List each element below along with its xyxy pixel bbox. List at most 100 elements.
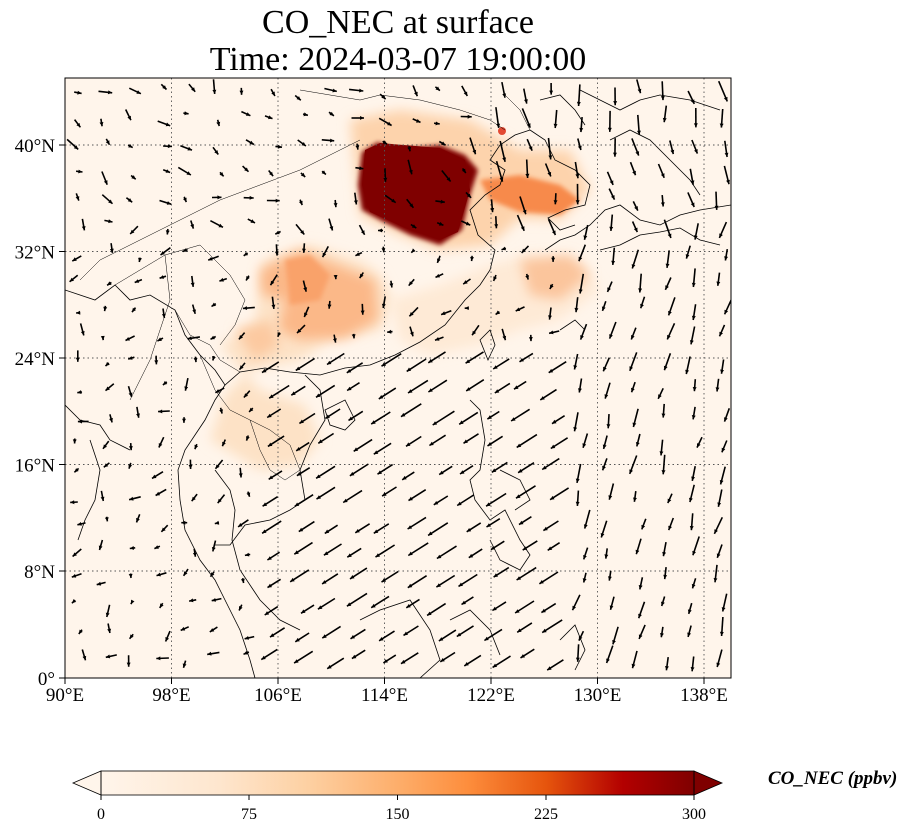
wind-arrow-head xyxy=(606,658,610,663)
wind-arrow-head xyxy=(466,193,472,198)
wind-arrow-head xyxy=(183,197,187,203)
wind-arrow-head xyxy=(381,248,386,253)
wind-arrow-head xyxy=(467,114,472,119)
wind-arrow-head xyxy=(155,491,161,496)
wind-arrow-head xyxy=(633,497,637,502)
wind-arrow-head xyxy=(375,553,380,558)
colorbar-tick-label: 75 xyxy=(241,806,257,823)
lon-tick-label: 90°E xyxy=(46,685,84,706)
wind-arrow-head xyxy=(348,416,353,421)
wind-arrow-head xyxy=(269,171,274,177)
wind-arrow-head xyxy=(638,288,643,293)
wind-arrow-head xyxy=(182,248,188,252)
wind-arrow-head xyxy=(316,393,321,398)
wind-arrow-head xyxy=(583,555,587,560)
wind-arrow-head xyxy=(361,230,365,235)
wind-arrow-head xyxy=(691,415,696,420)
wind-arrow-head xyxy=(408,551,413,556)
wind-arrow-head xyxy=(492,663,498,668)
wind-arrow-head xyxy=(576,101,581,106)
wind-arrow-head xyxy=(691,282,696,287)
wind-arrow-head xyxy=(136,90,141,94)
wind-arrow-head xyxy=(212,356,216,361)
wind-arrow-head xyxy=(713,578,718,583)
wind-arrow-head xyxy=(186,171,191,175)
wind-arrow-head xyxy=(277,332,282,337)
wind-arrow-head xyxy=(690,667,695,672)
wind-arrow-head xyxy=(382,140,387,145)
wind-arrow-head xyxy=(269,394,274,399)
wind-arrow-head xyxy=(325,414,330,419)
wind-arrow-head xyxy=(635,151,640,156)
wind-arrow-head xyxy=(244,636,249,640)
wind-arrow-head xyxy=(608,576,612,581)
wind-arrow-head xyxy=(77,522,82,526)
wind-arrow-head xyxy=(600,533,605,538)
wind-arrow-head xyxy=(360,310,365,315)
wind-arrow-head xyxy=(468,553,474,558)
wind-arrow-head xyxy=(436,554,442,559)
wind-arrow-head xyxy=(606,424,611,429)
lat-tick-label: 0° xyxy=(38,669,55,690)
wind-arrow-head xyxy=(573,427,578,432)
wind-arrow-head xyxy=(267,442,273,447)
wind-arrow-head xyxy=(381,362,386,367)
wind-arrow-head xyxy=(216,121,221,127)
wind-arrow-head xyxy=(190,224,194,229)
wind-arrow-head xyxy=(295,637,300,642)
wind-arrow-head xyxy=(403,631,408,636)
wind-arrow-head xyxy=(715,387,720,392)
wind-arrow-head xyxy=(78,169,83,174)
wind-arrow-head xyxy=(188,464,193,469)
wind-arrow-head xyxy=(427,611,432,616)
wind-arrow-head xyxy=(691,315,696,320)
wind-arrow-head xyxy=(635,442,640,447)
wind-arrow-head xyxy=(72,439,77,444)
wind-arrow-head xyxy=(96,581,102,586)
wind-arrow-head xyxy=(277,144,282,149)
wind-arrow-head xyxy=(330,138,335,143)
wind-arrow-head xyxy=(243,393,249,398)
wind-arrow-head xyxy=(301,609,306,614)
wind-arrow-head xyxy=(667,334,671,340)
colorbar-max-extend xyxy=(693,770,724,796)
wind-arrow-head xyxy=(609,605,614,610)
wind-arrow-head xyxy=(215,464,220,469)
wind-arrow-head xyxy=(528,337,533,342)
wind-arrow-head xyxy=(438,221,444,226)
wind-arrow-head xyxy=(267,413,272,418)
wind-arrow-head xyxy=(526,123,531,128)
wind-arrow-head xyxy=(522,209,527,215)
wind-arrow-head xyxy=(578,388,582,393)
wind-arrow-head xyxy=(389,283,394,288)
wind-arrow-head xyxy=(383,177,388,182)
wind-arrow-head xyxy=(549,90,554,95)
wind-arrow-head xyxy=(152,474,157,479)
axis-tick-marks xyxy=(59,144,705,684)
wind-arrow-head xyxy=(667,233,672,238)
wind-arrow-head xyxy=(324,529,330,534)
wind-arrow-head xyxy=(631,663,636,669)
wind-arrow-shaft xyxy=(400,403,422,418)
wind-arrow-head xyxy=(493,365,498,369)
wind-arrow-head xyxy=(350,575,355,579)
lon-tick-label: 114°E xyxy=(361,685,408,706)
wind-arrow-head xyxy=(411,248,416,253)
wind-arrow-head xyxy=(502,335,507,341)
wind-arrow-head xyxy=(724,309,729,315)
wind-arrow-head xyxy=(438,637,444,641)
wind-arrow-head xyxy=(719,123,724,128)
wind-arrow-head xyxy=(353,447,359,452)
wind-arrow-head xyxy=(211,302,216,307)
wind-arrow-head xyxy=(184,386,189,391)
wind-arrow-head xyxy=(465,359,471,364)
title-line-2: Time: 2024-03-07 19:00:00 xyxy=(209,41,587,78)
lon-tick-label: 122°E xyxy=(467,685,515,706)
wind-arrow-head xyxy=(103,463,109,468)
wind-arrow-head xyxy=(573,365,578,370)
wind-arrow-head xyxy=(428,531,433,536)
wind-arrow-head xyxy=(378,395,384,399)
wind-arrow-head xyxy=(210,572,215,577)
wind-arrow-head xyxy=(638,613,642,619)
wind-arrow-head xyxy=(211,547,216,552)
